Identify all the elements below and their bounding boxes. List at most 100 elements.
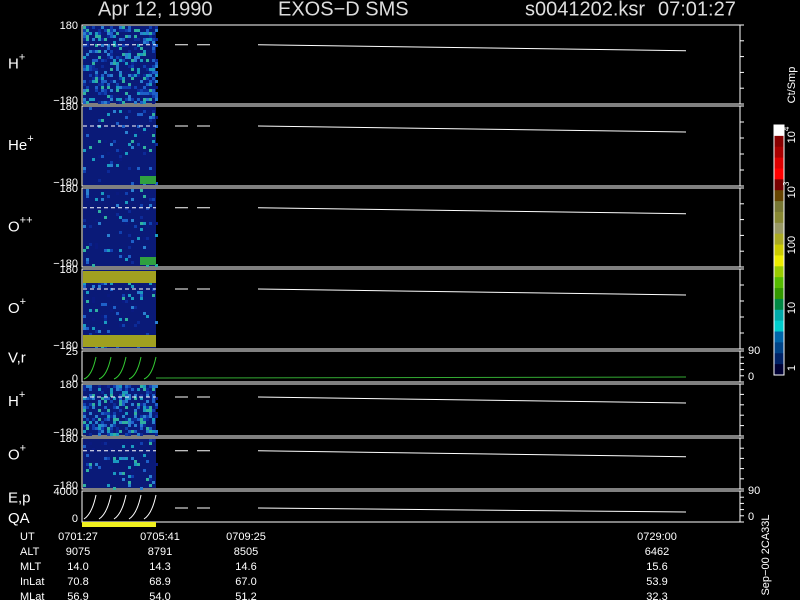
row-name: ALT xyxy=(20,546,40,558)
spectrogram-cell xyxy=(89,388,92,391)
spectrogram-cell xyxy=(98,430,101,433)
spectrogram-cell xyxy=(155,80,158,83)
spectrogram-cell xyxy=(119,318,122,321)
spectrogram-cell xyxy=(104,412,107,415)
spectrogram-cell xyxy=(83,35,86,38)
spectrogram-cell xyxy=(149,412,152,415)
colorbar-label: 10 xyxy=(786,302,798,314)
colorbar-frame xyxy=(773,124,785,376)
spectrogram-cell xyxy=(83,80,86,83)
spectrogram-cell xyxy=(107,56,110,59)
spectrogram-cell xyxy=(110,164,113,167)
spectrogram-cell xyxy=(83,219,86,222)
spectrogram-cell xyxy=(92,77,95,80)
spectrogram-cell xyxy=(140,92,143,95)
spectrogram-cell xyxy=(134,59,137,62)
spectrogram-cell xyxy=(113,397,116,400)
spectrogram-cell xyxy=(113,415,116,418)
spectrogram-cell xyxy=(104,388,107,391)
spectrogram-cell xyxy=(131,421,134,424)
spectrogram-cell xyxy=(113,59,116,62)
spectrogram-cell xyxy=(95,198,98,201)
spectrogram-cell xyxy=(134,460,137,463)
spectrogram-cell xyxy=(122,472,125,475)
spectrogram-cell xyxy=(89,80,92,83)
spectrogram-cell xyxy=(119,47,122,50)
spectrogram-cell xyxy=(95,77,98,80)
spectrogram-cell xyxy=(113,406,116,409)
colorbar-cell xyxy=(774,244,784,256)
spectrogram-cell xyxy=(113,44,116,47)
spectrogram-cell xyxy=(116,80,119,83)
spectrogram-cell xyxy=(107,113,110,116)
spectrogram-cell xyxy=(83,406,86,409)
spectrogram-cell xyxy=(107,430,110,433)
spectrogram-cell xyxy=(122,255,125,258)
spectrogram-cell xyxy=(155,29,158,32)
spectrogram-cell xyxy=(146,74,149,77)
spectrogram-cell xyxy=(104,249,107,252)
spectrogram-cell xyxy=(101,192,104,195)
spectrogram-cell xyxy=(116,44,119,47)
spectrogram-cell xyxy=(146,430,149,433)
spectrogram-cell xyxy=(149,65,152,68)
spectrogram-cell xyxy=(125,116,128,119)
spectrogram-cell xyxy=(152,47,155,50)
spectrogram-cell xyxy=(116,433,119,436)
spectrogram-cell xyxy=(128,400,131,403)
spectrogram-cell xyxy=(119,29,122,32)
spectrogram-cell xyxy=(107,412,110,415)
spectrogram-cell xyxy=(137,32,140,35)
spectrogram-cell xyxy=(128,41,131,44)
spectrogram-cell xyxy=(155,403,158,406)
spectrogram-cell xyxy=(143,77,146,80)
spectrogram-cell xyxy=(98,285,101,288)
spectrogram-cell xyxy=(143,41,146,44)
spectrogram-cell xyxy=(101,80,104,83)
right-tick-label: 0 xyxy=(748,371,754,383)
spectrogram-cell xyxy=(86,86,89,89)
spectrogram-cell xyxy=(134,388,137,391)
label-text: H xyxy=(8,393,19,410)
spectrogram-cell xyxy=(140,487,143,490)
spectrogram-cell xyxy=(119,89,122,92)
spectrogram-cell xyxy=(119,394,122,397)
spectrogram-cell xyxy=(149,415,152,418)
file: s0041202.ksr xyxy=(525,0,645,20)
spectrogram-cell xyxy=(137,418,140,421)
colorbar-cell xyxy=(774,135,784,148)
spectrogram-cell xyxy=(152,198,155,201)
colorbar-cell xyxy=(774,331,784,343)
date: Apr 12, 1990 xyxy=(98,0,213,20)
spectrogram-cell xyxy=(92,397,95,400)
spectrogram-cell xyxy=(110,89,113,92)
curve xyxy=(113,494,127,520)
spectrogram-cell xyxy=(137,406,140,409)
label-text: V,r xyxy=(8,349,26,366)
row-name: InLat xyxy=(20,576,44,588)
spectrogram-band xyxy=(83,335,156,347)
spectrogram-band xyxy=(83,271,156,283)
trace-line xyxy=(257,44,687,52)
spectrogram-cell xyxy=(155,125,158,128)
spectrogram-cell xyxy=(140,403,143,406)
colorbar-cell xyxy=(774,309,784,322)
curve xyxy=(83,356,97,380)
spectrogram-cell xyxy=(92,300,95,303)
spectrogram-cell xyxy=(125,433,128,436)
spectrogram-cell xyxy=(110,309,113,312)
spectrogram-cell xyxy=(119,388,122,391)
spectrogram-cell xyxy=(119,56,122,59)
spectrogram-cell xyxy=(122,445,125,448)
spectrogram-cell xyxy=(143,394,146,397)
spectrogram-cell xyxy=(104,216,107,219)
panel-label: O+ xyxy=(8,296,26,317)
spectrogram-cell xyxy=(116,98,119,101)
spectrogram-cell xyxy=(107,195,110,198)
spectrogram-cell xyxy=(131,475,134,478)
spectrogram-cell xyxy=(143,128,146,131)
spectrogram-cell xyxy=(125,427,128,430)
spectrogram-cell xyxy=(125,406,128,409)
spectrogram-cell xyxy=(143,195,146,198)
spectrogram-cell xyxy=(101,89,104,92)
